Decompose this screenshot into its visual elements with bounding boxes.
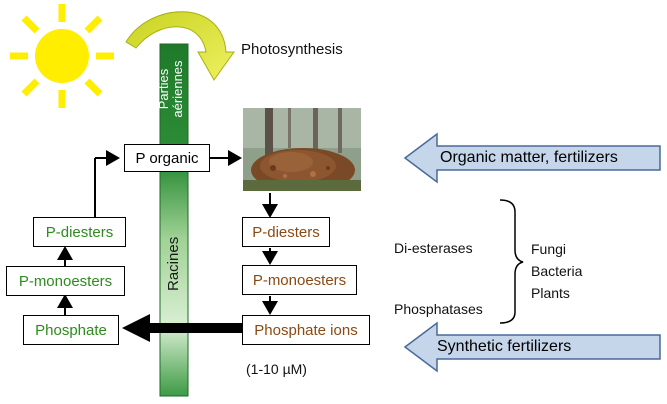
- phosphate-ions-box: Phosphate ions: [242, 315, 370, 345]
- organism-bacteria: Bacteria: [531, 263, 583, 279]
- photosynthesis-label: Photosynthesis: [241, 41, 343, 58]
- organism-plants: Plants: [531, 285, 570, 301]
- sun-icon: [10, 4, 114, 108]
- organic-input-label: Organic matter, fertilizers: [440, 149, 618, 166]
- right-p-monoesters-box: P-monoesters: [242, 265, 357, 295]
- left-p-diesters-box: P-diesters: [33, 217, 126, 247]
- enzyme-brace: [499, 199, 524, 324]
- concentration-label: (1-10 µM): [246, 361, 307, 377]
- leaf-litter-photo: [243, 108, 361, 191]
- plant-stem: [159, 43, 189, 397]
- uptake-arrow: [122, 314, 242, 342]
- organic-input-arrow: [403, 132, 661, 184]
- left-p-monoesters-box: P-monoesters: [6, 266, 125, 296]
- di-esterases-label: Di-esterases: [394, 240, 473, 256]
- curved-arrow-icon: [125, 11, 235, 81]
- right-column-arrows: [210, 150, 278, 315]
- synthetic-input-arrow: [403, 321, 661, 373]
- right-p-diesters-box: P-diesters: [242, 217, 330, 247]
- left-phosphate-box: Phosphate: [23, 315, 119, 345]
- synthetic-input-label: Synthetic fertilizers: [437, 338, 572, 355]
- p-organic-box: P organic: [124, 144, 210, 172]
- phosphatases-label: Phosphatases: [394, 301, 483, 317]
- stem-label-roots: Racines: [165, 236, 182, 291]
- organism-fungi: Fungi: [531, 241, 567, 257]
- stem-label-aerial: Parties aériennes: [156, 60, 185, 118]
